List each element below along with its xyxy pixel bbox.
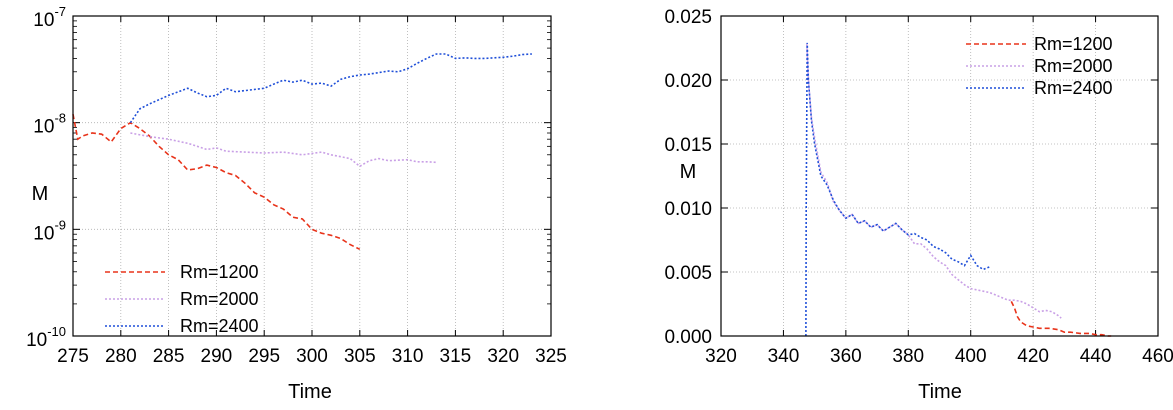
x-tick-label: 380 [892, 346, 924, 367]
series-line-rm-1200 [1010, 301, 1112, 337]
y-tick-exponent: -8 [54, 111, 66, 126]
x-tick-label: 300 [296, 346, 328, 367]
legend-label: Rm=2000 [1034, 56, 1113, 76]
y-tick-base: 10 [33, 117, 54, 138]
y-tick-exponent: -7 [54, 4, 66, 19]
legend-label: Rm=1200 [1034, 34, 1113, 54]
x-tick-label: 280 [105, 346, 137, 367]
y-tick-exponent: -9 [54, 217, 66, 232]
x-tick-label: 320 [487, 346, 519, 367]
x-tick-label: 320 [705, 346, 737, 367]
y-tick-label: 0.000 [664, 327, 712, 348]
y-axis-title: M [32, 183, 49, 205]
x-tick-label: 285 [153, 346, 185, 367]
series-line-rm-1200 [72, 114, 361, 251]
y-axis-title: M [680, 161, 697, 183]
x-tick-label: 315 [440, 346, 472, 367]
legend-label: Rm=2400 [1034, 78, 1113, 98]
legend-label: Rm=1200 [180, 262, 259, 282]
y-tick-exponent: -10 [47, 324, 66, 339]
y-tick-label: 0.010 [664, 199, 712, 220]
y-tick-label: 0.020 [664, 71, 712, 92]
y-tick-base: 10 [26, 330, 47, 351]
legend: Rm=1200 Rm=2000 Rm=2400 [105, 262, 259, 336]
x-tick-label: 400 [955, 346, 987, 367]
x-tick-label: 460 [1142, 346, 1173, 367]
plot-frame [72, 15, 552, 337]
y-tick-label: 10-9 [33, 217, 66, 244]
series-line-rm-2000 [806, 44, 1062, 319]
x-tick-label: 310 [392, 346, 424, 367]
series-line-rm-2400 [129, 53, 532, 124]
y-tick-label: 0.025 [664, 7, 712, 28]
y-tick-base: 10 [33, 10, 54, 31]
legend-label: Rm=2000 [180, 289, 259, 309]
right-chart: 320 340 360 380 400 420 440 460 0.000 0.005 0.010 0… [664, 7, 1173, 403]
x-axis-title: Time [918, 381, 962, 403]
series-line-rm-2400 [805, 42, 990, 337]
series-line-rm-2000 [130, 132, 437, 168]
y-tick-base: 10 [33, 223, 54, 244]
y-tick-label: 0.015 [664, 135, 712, 156]
plot-frame [720, 15, 1159, 337]
y-tick-label: 10-10 [26, 324, 66, 351]
left-chart: 275 280 285 290 295 300 305 310 315 320 32510-1010… [26, 4, 567, 403]
x-axis-title: Time [288, 381, 332, 403]
x-tick-label: 290 [201, 346, 233, 367]
x-tick-label: 340 [768, 346, 800, 367]
x-tick-label: 325 [535, 346, 567, 367]
x-tick-label: 440 [1080, 346, 1112, 367]
x-tick-label: 360 [830, 346, 862, 367]
y-tick-label: 0.005 [664, 263, 712, 284]
y-tick-label: 10-8 [33, 111, 66, 138]
x-tick-label: 305 [344, 346, 376, 367]
x-tick-label: 420 [1017, 346, 1049, 367]
x-tick-label: 295 [248, 346, 280, 367]
x-tick-label: 275 [57, 346, 89, 367]
y-tick-label: 10-7 [33, 4, 66, 31]
legend-label: Rm=2400 [180, 316, 259, 336]
